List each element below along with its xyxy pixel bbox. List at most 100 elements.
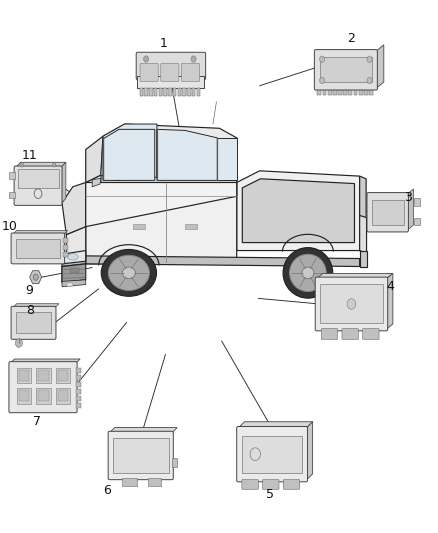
Polygon shape — [86, 256, 360, 266]
Polygon shape — [306, 422, 313, 480]
Bar — [338, 88, 342, 95]
Bar — [113, 438, 169, 473]
Polygon shape — [62, 280, 86, 287]
FancyBboxPatch shape — [161, 63, 179, 82]
Polygon shape — [12, 304, 59, 308]
Polygon shape — [407, 189, 413, 230]
Ellipse shape — [302, 267, 314, 279]
Polygon shape — [317, 273, 393, 279]
FancyBboxPatch shape — [108, 431, 173, 480]
Bar — [364, 88, 368, 95]
Bar — [19, 370, 29, 381]
Bar — [322, 88, 326, 95]
Circle shape — [320, 77, 325, 84]
Bar — [36, 387, 51, 403]
Bar — [318, 88, 321, 95]
Bar — [38, 390, 49, 401]
Bar — [320, 56, 372, 82]
Bar — [149, 88, 152, 96]
Bar — [17, 368, 32, 383]
Circle shape — [320, 56, 325, 62]
Polygon shape — [238, 422, 313, 428]
Ellipse shape — [101, 249, 156, 296]
Polygon shape — [10, 359, 80, 364]
Bar — [173, 88, 177, 96]
FancyBboxPatch shape — [136, 52, 206, 79]
Text: 8: 8 — [26, 304, 34, 317]
Bar — [159, 88, 162, 96]
Bar — [76, 402, 81, 408]
Bar — [353, 88, 357, 95]
Bar — [64, 252, 67, 257]
Polygon shape — [101, 124, 157, 180]
Polygon shape — [360, 215, 367, 253]
Polygon shape — [66, 227, 86, 266]
Bar — [38, 370, 49, 381]
Bar — [242, 435, 302, 473]
Polygon shape — [12, 230, 67, 235]
Text: 5: 5 — [266, 488, 274, 500]
Text: 2: 2 — [347, 33, 355, 45]
Circle shape — [33, 274, 38, 280]
Bar — [16, 239, 60, 258]
Bar — [76, 368, 81, 373]
FancyBboxPatch shape — [263, 480, 279, 489]
FancyBboxPatch shape — [11, 306, 56, 340]
Text: 1: 1 — [159, 37, 167, 50]
Text: 9: 9 — [26, 284, 34, 297]
Polygon shape — [360, 251, 367, 266]
Polygon shape — [360, 176, 366, 253]
Polygon shape — [15, 163, 66, 167]
Bar — [140, 88, 143, 96]
FancyBboxPatch shape — [314, 50, 378, 90]
Bar — [9, 172, 15, 179]
Text: 4: 4 — [387, 280, 395, 293]
Bar — [178, 88, 181, 96]
Ellipse shape — [108, 255, 149, 290]
Bar — [76, 382, 81, 387]
Circle shape — [144, 56, 149, 62]
Bar — [133, 224, 145, 229]
Bar — [182, 88, 186, 96]
Bar — [154, 88, 157, 96]
Bar — [349, 88, 352, 95]
Bar — [192, 88, 195, 96]
Circle shape — [367, 77, 372, 84]
Ellipse shape — [122, 267, 135, 279]
Bar — [64, 245, 67, 250]
Bar — [58, 370, 68, 381]
Bar — [138, 76, 205, 88]
FancyBboxPatch shape — [11, 233, 64, 264]
FancyBboxPatch shape — [367, 192, 408, 232]
Bar — [372, 199, 404, 225]
Bar — [16, 312, 51, 334]
Circle shape — [15, 339, 22, 348]
FancyBboxPatch shape — [283, 480, 300, 489]
FancyBboxPatch shape — [140, 63, 158, 82]
Bar — [18, 169, 59, 188]
Circle shape — [20, 163, 24, 167]
Ellipse shape — [283, 248, 333, 298]
Bar — [187, 88, 191, 96]
Polygon shape — [86, 136, 103, 182]
Text: 6: 6 — [103, 484, 111, 497]
Bar — [328, 88, 332, 95]
Bar — [58, 390, 68, 401]
FancyBboxPatch shape — [9, 362, 77, 413]
Bar — [70, 268, 79, 273]
Polygon shape — [86, 182, 237, 227]
Bar — [369, 88, 373, 95]
Text: 3: 3 — [404, 191, 412, 204]
FancyBboxPatch shape — [315, 277, 388, 331]
Bar — [145, 88, 148, 96]
Polygon shape — [92, 178, 101, 187]
FancyBboxPatch shape — [321, 329, 338, 340]
Bar — [9, 191, 15, 198]
FancyBboxPatch shape — [237, 426, 307, 482]
Bar — [122, 478, 138, 486]
Bar — [56, 387, 70, 403]
Polygon shape — [101, 124, 237, 182]
Text: 11: 11 — [21, 149, 37, 163]
Ellipse shape — [67, 254, 78, 260]
Polygon shape — [86, 175, 237, 264]
